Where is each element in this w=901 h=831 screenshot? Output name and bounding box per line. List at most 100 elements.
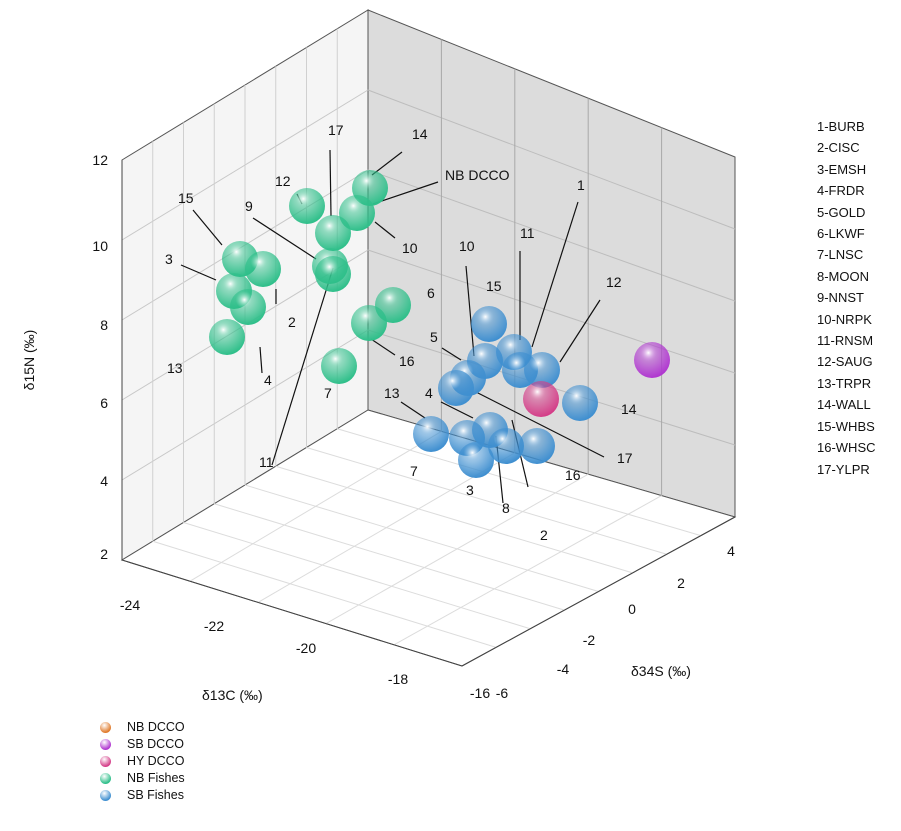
- x-axis-title: δ13C (‰): [202, 687, 263, 703]
- z-axis-title: δ15N (‰): [21, 330, 37, 391]
- species-key-item: 2-CISC: [817, 140, 860, 156]
- point-label: 5: [430, 329, 438, 345]
- point-label: 16: [565, 467, 581, 483]
- data-point-sphere: [209, 319, 245, 355]
- annotation-leader: [374, 221, 396, 239]
- annotation-leader: [531, 201, 579, 348]
- species-key-item: 7-LNSC: [817, 247, 864, 263]
- annotation-leader: [371, 151, 403, 176]
- legend-item: SB DCCO: [100, 736, 185, 753]
- point-label: 17: [617, 450, 633, 466]
- point-label: 7: [324, 385, 332, 401]
- point-label: NB DCCO: [445, 167, 510, 183]
- x-tick-label: -16: [470, 685, 490, 701]
- x-tick-label: -22: [204, 618, 224, 634]
- data-points: [209, 170, 670, 478]
- data-point-sphere: [289, 188, 325, 224]
- annotation-leader: [441, 347, 462, 361]
- point-label: 10: [402, 240, 418, 256]
- point-label: 6: [427, 285, 435, 301]
- species-key-item: 9-NNST: [817, 290, 864, 306]
- point-label: 2: [540, 527, 548, 543]
- point-label: 15: [486, 278, 502, 294]
- grid-lines: [121, 28, 736, 667]
- legend-marker: [100, 756, 111, 767]
- point-label: 7: [410, 463, 418, 479]
- legend-label: SB Fishes: [127, 788, 184, 802]
- z-tick-label: 6: [100, 395, 108, 411]
- annotation-leader: [440, 401, 474, 419]
- annotation-leader: [372, 181, 439, 205]
- species-key-item: 15-WHBS: [817, 418, 875, 434]
- point-label: 16: [399, 353, 415, 369]
- legend-label: HY DCCO: [127, 754, 185, 768]
- legend-item: SB Fishes: [100, 787, 185, 804]
- legend-item: NB Fishes: [100, 770, 185, 787]
- floor-grid-line: [152, 540, 497, 648]
- point-label: 10: [459, 238, 475, 254]
- species-key-item: 4-FRDR: [817, 183, 865, 199]
- y-tick-label: -4: [557, 661, 570, 677]
- legend-label: NB DCCO: [127, 720, 185, 734]
- annotation-leader: [271, 267, 334, 466]
- species-key-item: 3-EMSH: [817, 161, 867, 177]
- z-grid-line: [367, 169, 736, 302]
- species-key: 1-BURB 2-CISC 3-EMSH 4-FRDR 5-GOLD 6-LKWF 7-LN…: [817, 116, 876, 480]
- species-key-item: 8-MOON: [817, 268, 869, 284]
- legend-item: HY DCCO: [100, 753, 185, 770]
- point-label: 11: [520, 225, 535, 241]
- chart-legend: NB DCCO SB DCCO HY DCCO NB Fishes SB Fishes: [100, 719, 185, 804]
- data-point-sphere: [524, 352, 560, 388]
- y-axis-line: [461, 516, 736, 667]
- floor-grid-line: [275, 465, 633, 574]
- point-label: 15: [178, 190, 194, 206]
- annotation-leader: [252, 217, 317, 260]
- data-point-sphere: [471, 306, 507, 342]
- species-key-item: 1-BURB: [817, 119, 865, 134]
- floor-grid-line: [337, 428, 702, 537]
- y-axis-title: δ34S (‰): [631, 663, 691, 679]
- floor-grid-line: [189, 430, 442, 582]
- annotation-leader: [475, 391, 605, 458]
- floor-grid-line: [257, 452, 516, 603]
- data-point-sphere: [321, 348, 357, 384]
- species-key-item: 14-WALL: [817, 397, 871, 413]
- point-label: 3: [165, 251, 173, 267]
- annotation-leader: [559, 299, 601, 363]
- legend-label: SB DCCO: [127, 737, 184, 751]
- floor-grid-line: [325, 473, 589, 625]
- species-key-item: 11-RNSM: [817, 333, 874, 349]
- legend-marker: [100, 722, 111, 733]
- data-point-sphere: [562, 385, 598, 421]
- y-tick-label: 4: [727, 543, 735, 559]
- z-tick-label: 12: [92, 152, 108, 168]
- legend-marker: [100, 790, 111, 801]
- annotation-leader: [370, 338, 396, 356]
- point-label: 1: [577, 177, 585, 193]
- annotation-leader: [400, 401, 426, 419]
- data-point-sphere: [634, 342, 670, 378]
- z-tick-label: 8: [100, 317, 108, 333]
- y-tick-label: -6: [496, 685, 509, 701]
- point-label: 14: [621, 401, 637, 417]
- floor-grid-line: [244, 484, 599, 592]
- species-key-item: 12-SAUG: [817, 354, 873, 370]
- annotation-leader: [259, 346, 263, 374]
- data-point-sphere: [438, 370, 474, 406]
- data-point-sphere: [230, 289, 266, 325]
- data-point-sphere: [315, 215, 351, 251]
- legend-marker: [100, 739, 111, 750]
- point-label: 13: [167, 360, 183, 376]
- floor-grid-line: [214, 503, 565, 611]
- point-label: 17: [328, 122, 344, 138]
- x-tick-label: -18: [388, 671, 408, 687]
- point-label: 12: [275, 173, 291, 189]
- data-point-sphere: [351, 305, 387, 341]
- data-point-sphere: [339, 195, 375, 231]
- point-label: 14: [412, 126, 428, 142]
- legend-label: NB Fishes: [127, 771, 185, 785]
- annotation-leader: [465, 265, 475, 357]
- data-point-sphere: [519, 428, 555, 464]
- point-label: 8: [502, 500, 510, 516]
